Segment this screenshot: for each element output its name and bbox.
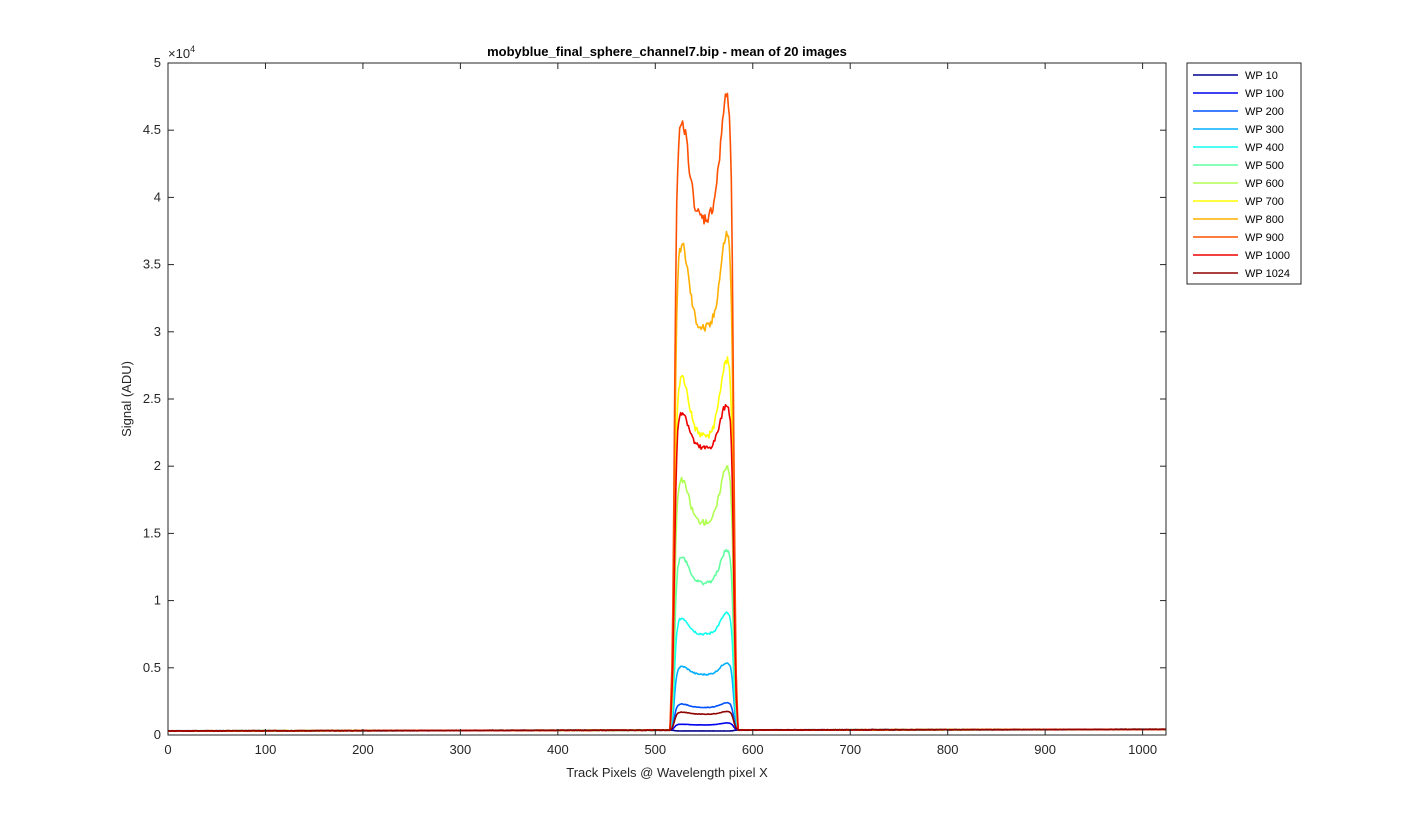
legend-label: WP 600 — [1245, 178, 1284, 190]
legend[interactable]: WP 10 WP 100 WP 200 WP 300 WP 400 WP 500 WP 60… — [1186, 62, 1302, 285]
x-tick-label: 1000 — [1128, 742, 1157, 757]
x-tick-label: 700 — [839, 742, 861, 757]
legend-label: WP 800 — [1245, 214, 1284, 226]
legend-item[interactable]: WP 800 — [1193, 214, 1284, 226]
y-tick-label: 1.5 — [143, 525, 161, 540]
legend-label: WP 900 — [1245, 232, 1284, 244]
legend-box — [1186, 62, 1302, 285]
legend-item[interactable]: WP 500 — [1193, 160, 1284, 172]
y-tick-label: 0.5 — [143, 660, 161, 675]
x-tick-label: 800 — [937, 742, 959, 757]
y-tick-label: 2 — [154, 458, 161, 473]
y-tick-label: 1 — [154, 593, 161, 608]
legend-label: WP 100 — [1245, 88, 1284, 100]
x-tick-label: 900 — [1034, 742, 1056, 757]
legend-item[interactable]: WP 900 — [1193, 232, 1284, 244]
legend-label: WP 500 — [1245, 160, 1284, 172]
y-tick-label: 2.5 — [143, 391, 161, 406]
y-tick-label: 4 — [154, 189, 161, 204]
legend-label: WP 1000 — [1245, 250, 1290, 262]
plot-area: 0 100 200 300 400 500 600 700 800 900 1000 0 0.5 1 1.… — [143, 55, 1167, 757]
legend-label: WP 300 — [1245, 124, 1284, 136]
legend-label: WP 1024 — [1245, 268, 1290, 280]
x-tick-label: 400 — [547, 742, 569, 757]
legend-item[interactable]: WP 700 — [1193, 196, 1284, 208]
legend-label: WP 10 — [1245, 70, 1278, 82]
y-axis-exponent-base: ×10 — [168, 46, 190, 61]
legend-item[interactable]: WP 200 — [1193, 106, 1284, 118]
legend-items: WP 10 WP 100 WP 200 WP 300 WP 400 WP 500 WP 60… — [1193, 70, 1290, 280]
y-axis-ticks: 0 0.5 1 1.5 2 2.5 3 3.5 4 4.5 5 — [143, 55, 1166, 742]
y-axis-exponent-power: 4 — [190, 44, 195, 54]
legend-item[interactable]: WP 600 — [1193, 178, 1284, 190]
y-tick-label: 0 — [154, 727, 161, 742]
x-tick-label: 300 — [450, 742, 472, 757]
y-axis-exponent: ×104 — [168, 44, 195, 61]
x-tick-label: 500 — [644, 742, 666, 757]
legend-item[interactable]: WP 1024 — [1193, 268, 1290, 280]
legend-label: WP 400 — [1245, 142, 1284, 154]
legend-item[interactable]: WP 1000 — [1193, 250, 1290, 262]
chart-title: mobyblue_final_sphere_channel7.bip - mea… — [487, 44, 847, 59]
x-tick-label: 0 — [164, 742, 171, 757]
legend-item[interactable]: WP 300 — [1193, 124, 1284, 136]
y-axis-label: Signal (ADU) — [119, 361, 134, 437]
y-tick-label: 3 — [154, 324, 161, 339]
legend-item[interactable]: WP 400 — [1193, 142, 1284, 154]
x-tick-label: 600 — [742, 742, 764, 757]
x-tick-label: 200 — [352, 742, 374, 757]
y-tick-label: 4.5 — [143, 122, 161, 137]
series-line-wp-1024 — [168, 710, 1166, 733]
y-tick-label: 5 — [154, 55, 161, 70]
x-tick-label: 100 — [255, 742, 277, 757]
legend-item[interactable]: WP 100 — [1193, 88, 1284, 100]
x-axis-ticks: 0 100 200 300 400 500 600 700 800 900 1000 — [164, 63, 1157, 757]
x-axis-label: Track Pixels @ Wavelength pixel X — [566, 765, 768, 780]
series-group — [168, 92, 1166, 733]
legend-item[interactable]: WP 10 — [1193, 70, 1278, 82]
y-tick-label: 3.5 — [143, 257, 161, 272]
legend-label: WP 700 — [1245, 196, 1284, 208]
legend-label: WP 200 — [1245, 106, 1284, 118]
